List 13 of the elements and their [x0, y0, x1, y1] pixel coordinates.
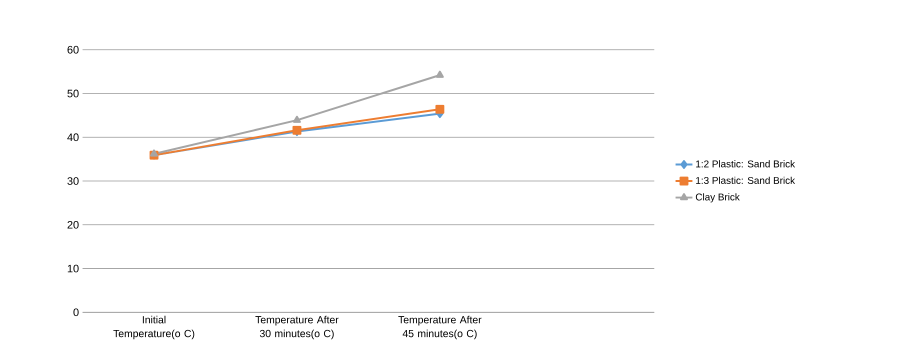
y-tick-label: 40	[67, 134, 79, 142]
legend-label: 1:3 Plastic: Sand Brick	[696, 176, 796, 184]
y-tick-label: 60	[68, 46, 79, 54]
y-tick-label: 0	[73, 308, 79, 316]
y-tick-label: 10	[68, 264, 79, 272]
y-tick-label: 50	[67, 90, 79, 98]
x-tick-label: Temperature After 45 minutes(o C)	[398, 316, 482, 340]
legend-label: 1:2 Plastic: Sand Brick	[696, 160, 796, 168]
x-tick-label: Initial Temperature(o C)	[113, 316, 194, 340]
y-tick-label: 20	[68, 221, 79, 229]
x-tick-label: Temperature After 30 minutes(o C)	[255, 316, 339, 340]
legend-label: Clay Brick	[696, 193, 740, 203]
y-tick-label: 30	[67, 177, 79, 185]
